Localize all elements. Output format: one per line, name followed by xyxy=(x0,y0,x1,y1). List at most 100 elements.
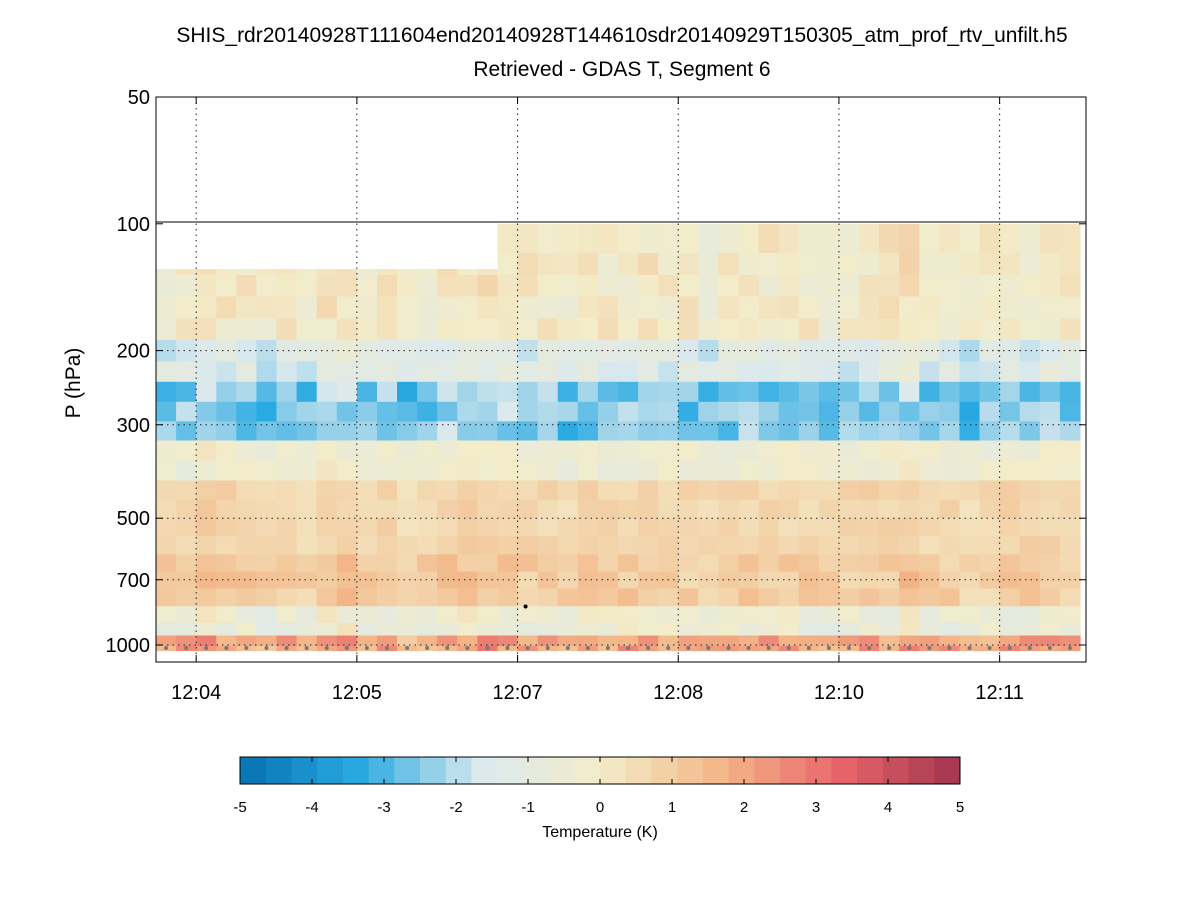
heatmap-cell xyxy=(778,440,800,461)
heatmap-cell xyxy=(316,622,338,637)
heatmap-cell xyxy=(959,622,981,637)
heatmap-cell xyxy=(999,536,1021,555)
heatmap-cell xyxy=(216,536,237,555)
heatmap-cell xyxy=(738,606,760,624)
heatmap-cell xyxy=(316,635,338,647)
heatmap-cell xyxy=(678,421,699,442)
heatmap-cell xyxy=(678,536,699,555)
heatmap-cell xyxy=(999,554,1021,573)
heatmap-cell xyxy=(156,318,177,341)
heatmap-cell xyxy=(798,554,820,573)
single-marker xyxy=(523,604,528,609)
heatmap-cell xyxy=(336,622,358,637)
surface-marker xyxy=(284,646,289,650)
heatmap-cell xyxy=(256,518,278,537)
heatmap-cell xyxy=(216,518,237,537)
heatmap-cell xyxy=(919,440,940,461)
heatmap-cell xyxy=(979,296,1001,319)
heatmap-cell xyxy=(1019,339,1041,362)
heatmap-cell xyxy=(236,480,257,501)
heatmap-cell xyxy=(356,421,378,442)
heatmap-cell xyxy=(859,421,880,442)
heatmap-cell xyxy=(979,361,1001,383)
heatmap-cell xyxy=(658,622,679,637)
heatmap-cell xyxy=(618,223,639,254)
heatmap-cell xyxy=(356,381,378,403)
heatmap-cell xyxy=(638,554,659,573)
heatmap-cell xyxy=(457,296,478,319)
surface-marker xyxy=(304,646,309,650)
heatmap-cell xyxy=(577,296,599,319)
heatmap-cell xyxy=(678,606,699,624)
heatmap-cell xyxy=(778,635,800,647)
y-tick-label: 1000 xyxy=(106,635,151,657)
heatmap-cell xyxy=(1059,518,1081,537)
heatmap-cell xyxy=(818,421,840,442)
heatmap-cell xyxy=(618,536,639,555)
heatmap-cell xyxy=(377,361,398,383)
heatmap-cell xyxy=(738,440,760,461)
heatmap-cell xyxy=(778,460,800,482)
heatmap-cell xyxy=(156,622,177,637)
heatmap-cell xyxy=(196,499,217,519)
heatmap-cell xyxy=(979,499,1001,519)
heatmap-cell xyxy=(457,588,478,607)
heatmap-cell xyxy=(397,401,418,423)
y-tick-label: 200 xyxy=(117,341,150,363)
heatmap-cell xyxy=(537,480,559,501)
heatmap-cell xyxy=(859,275,880,297)
heatmap-cell xyxy=(838,460,860,482)
heatmap-cell xyxy=(778,622,800,637)
heatmap-cell xyxy=(336,318,358,341)
heatmap-cell xyxy=(859,318,880,341)
heatmap-cell xyxy=(517,275,539,297)
heatmap-cell xyxy=(256,381,278,403)
heatmap-cell xyxy=(1059,622,1081,637)
heatmap-cell xyxy=(618,518,639,537)
heatmap-cell xyxy=(196,421,217,442)
heatmap-cell xyxy=(879,571,900,590)
heatmap-cell xyxy=(316,401,338,423)
heatmap-cell xyxy=(477,499,499,519)
heatmap-cell xyxy=(638,635,659,647)
heatmap-cell xyxy=(859,635,880,647)
heatmap-cell xyxy=(397,421,418,442)
surface-marker xyxy=(545,646,550,650)
heatmap-cell xyxy=(176,296,197,319)
heatmap-cell xyxy=(517,571,539,590)
heatmap-cell xyxy=(176,381,197,403)
heatmap-cell xyxy=(939,606,961,624)
heatmap-cell xyxy=(999,571,1021,590)
heatmap-cell xyxy=(196,361,217,383)
heatmap-cell xyxy=(1039,381,1061,403)
heatmap-cell xyxy=(638,571,659,590)
heatmap-cell xyxy=(698,401,719,423)
heatmap-cell xyxy=(497,499,519,519)
heatmap-cell xyxy=(336,588,358,607)
heatmap-cell xyxy=(758,339,780,362)
heatmap-cell xyxy=(778,480,800,501)
heatmap-cell xyxy=(216,460,237,482)
heatmap-cell xyxy=(859,588,880,607)
heatmap-cell xyxy=(778,421,800,442)
heatmap-cell xyxy=(1019,401,1041,423)
heatmap-cell xyxy=(758,499,780,519)
heatmap-cell xyxy=(879,554,900,573)
x-tick-label: 12:04 xyxy=(171,682,221,704)
heatmap-cell xyxy=(698,635,719,647)
heatmap-cell xyxy=(778,275,800,297)
colorbar-swatch xyxy=(497,757,524,784)
heatmap-cell xyxy=(296,460,318,482)
heatmap-cell xyxy=(256,440,278,461)
heatmap-cell xyxy=(377,499,398,519)
surface-marker xyxy=(927,646,932,650)
heatmap-cell xyxy=(176,554,197,573)
heatmap-cell xyxy=(417,275,438,297)
heatmap-cell xyxy=(738,460,760,482)
heatmap-cell xyxy=(859,252,880,276)
heatmap-cell xyxy=(377,554,398,573)
heatmap-cell xyxy=(1059,480,1081,501)
heatmap-cell xyxy=(457,536,478,555)
heatmap-cell xyxy=(1019,554,1041,573)
heatmap-cell xyxy=(597,381,619,403)
